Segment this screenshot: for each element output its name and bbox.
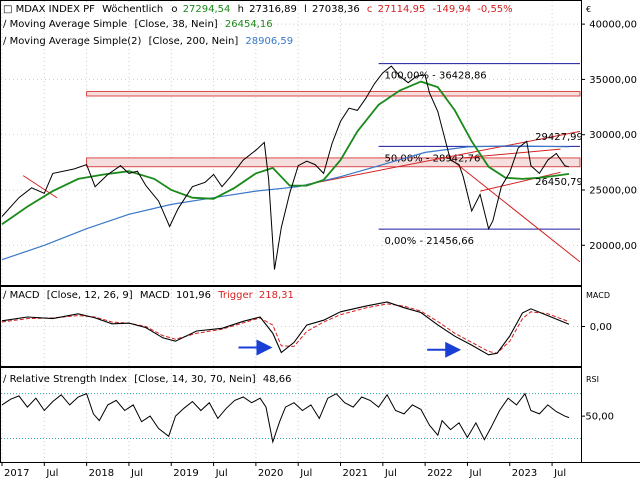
change-value: -149,94 — [433, 4, 472, 15]
x-tick-label: Jul — [45, 468, 58, 479]
sma38-legend-params: [Close, 38, Nein] — [134, 19, 217, 30]
close-label: c — [367, 4, 373, 15]
grid — [1, 1, 581, 462]
macd-y-tick-label: 0,00 — [590, 322, 612, 333]
fibonacci-label: 50,00% - 28942,76 — [385, 153, 481, 164]
open-value: 27294,54 — [183, 4, 231, 15]
header-info: □ MDAX INDEX PF Wöchentlich o 27294,54 h… — [3, 4, 591, 47]
x-tick-label: Jul — [130, 468, 143, 479]
trigger-legend-value: 218,31 — [259, 290, 294, 301]
price-annotation: 26450,79 — [535, 177, 583, 188]
macd-legend-label: MACD — [10, 290, 40, 301]
change-percent: -0,55% — [477, 4, 512, 15]
sma200-line — [1, 145, 570, 261]
rsi-y-tick-label: 50,00 — [585, 412, 614, 423]
x-tick-label: Jul — [553, 468, 566, 479]
macd-legend-value: 101,96 — [176, 290, 211, 301]
svg-text:∕ Moving Average Simple: ∕ Moving Average Simple [Close, 38, Nein… — [3, 19, 273, 30]
price-y-tick-label: 40000,00 — [589, 20, 637, 31]
macd-panel-tag: MACD — [586, 291, 610, 300]
price-line — [1, 65, 570, 270]
x-axis-labels: 2017 Jul 2018 Jul 2019 Jul 2020 Jul 2021 Jul 2022 J… — [1, 462, 566, 479]
svg-text:∕ Relative Strength Inde: ∕ Relative Strength Index [Close, 14, 30… — [3, 374, 291, 385]
rsi-legend: ∕ Relative Strength Index [Close, 14, 30… — [3, 374, 599, 385]
indicator-icon: ∕ — [3, 19, 7, 30]
macd-legend-name: MACD — [140, 290, 170, 301]
rsi-legend-label: Relative Strength Index — [10, 374, 128, 385]
low-value: 27038,36 — [312, 4, 360, 15]
x-tick-label: 2017 — [4, 468, 29, 479]
x-tick-label: 2023 — [512, 468, 537, 479]
trigger-legend-name: Trigger — [217, 290, 253, 301]
price-y-tick-label: 35000,00 — [589, 75, 637, 86]
macd-plot-area — [1, 301, 581, 358]
chart-window-icon: □ — [3, 4, 12, 15]
fibonacci-label: 100,00% - 36428,86 — [385, 71, 487, 82]
x-tick-label: 2018 — [89, 468, 114, 479]
trendline — [463, 148, 561, 159]
fibonacci-label: 0,00% - 21456,66 — [385, 236, 474, 247]
rsi-line — [1, 392, 570, 444]
x-tick-label: Jul — [299, 468, 312, 479]
price-y-tick-label: 20000,00 — [589, 241, 637, 252]
sma200-legend-value: 28906,59 — [245, 36, 293, 47]
x-tick-label: 2022 — [427, 468, 452, 479]
instrument-name: MDAX INDEX PF — [16, 4, 96, 15]
rsi-legend-value: 48,66 — [263, 374, 292, 385]
macd-line — [1, 301, 570, 356]
currency-symbol: € — [586, 5, 591, 14]
resistance-zone — [86, 91, 581, 97]
x-tick-label: 2021 — [343, 468, 368, 479]
x-tick-label: Jul — [468, 468, 481, 479]
x-tick-label: 2019 — [173, 468, 198, 479]
resistance-zone — [86, 157, 581, 168]
price-plot-area: 100,00% - 36428,86 50,00% - 28942,76 0,00%… — [1, 63, 583, 270]
macd-legend-params: [Close, 12, 26, 9] — [47, 290, 133, 301]
svg-text:∕ MACD [Close, 12,: ∕ MACD [Close, 12, 26, 9] MACD 101,96 Tr… — [3, 290, 294, 301]
price-y-tick-label: 30000,00 — [589, 130, 637, 141]
x-tick-label: 2020 — [258, 468, 283, 479]
sma38-legend-value: 26454,16 — [225, 19, 273, 30]
open-label: o — [171, 4, 177, 15]
indicator-icon: ∕ — [3, 290, 7, 301]
close-value: 27114,95 — [378, 4, 426, 15]
trendline — [22, 175, 58, 199]
x-tick-label: Jul — [215, 468, 228, 479]
rsi-plot-area — [1, 392, 581, 444]
svg-text:∕ Moving Average Simple(: ∕ Moving Average Simple(2) [Close, 200, … — [3, 36, 293, 47]
sma38-line — [1, 80, 570, 226]
macd-trigger-line — [1, 303, 570, 354]
x-tick-label: Jul — [384, 468, 397, 479]
sma200-legend-label: Moving Average Simple(2) — [10, 36, 142, 47]
svg-text:□ MDAX INDEX PF Wö: □ MDAX INDEX PF Wöchentlich o 27294,54 h… — [3, 4, 513, 15]
low-label: l — [304, 4, 307, 15]
rsi-panel-tag: RSI — [586, 375, 599, 384]
trendline — [450, 158, 581, 263]
macd-legend: ∕ MACD [Close, 12, 26, 9] MACD 101,96 Tr… — [3, 290, 610, 301]
price-annotation: 29427,99 — [535, 132, 583, 143]
trendline — [480, 171, 561, 192]
trendline — [306, 130, 581, 185]
period-label: Wöchentlich — [102, 4, 163, 15]
high-label: h — [238, 4, 244, 15]
sma38-legend-label: Moving Average Simple — [10, 19, 128, 30]
price-panel-frame — [0, 0, 582, 286]
indicator-icon: ∕ — [3, 374, 7, 385]
y-axis-labels: 40000,00 35000,00 30000,00 25000,00 20000,00… — [581, 20, 637, 423]
price-y-tick-label: 25000,00 — [589, 186, 637, 197]
rsi-legend-params: [Close, 14, 30, 70, Nein] — [134, 374, 255, 385]
indicator-icon: ∕ — [3, 36, 7, 47]
sma200-legend-params: [Close, 200, Nein] — [149, 36, 239, 47]
high-value: 27316,89 — [249, 4, 297, 15]
